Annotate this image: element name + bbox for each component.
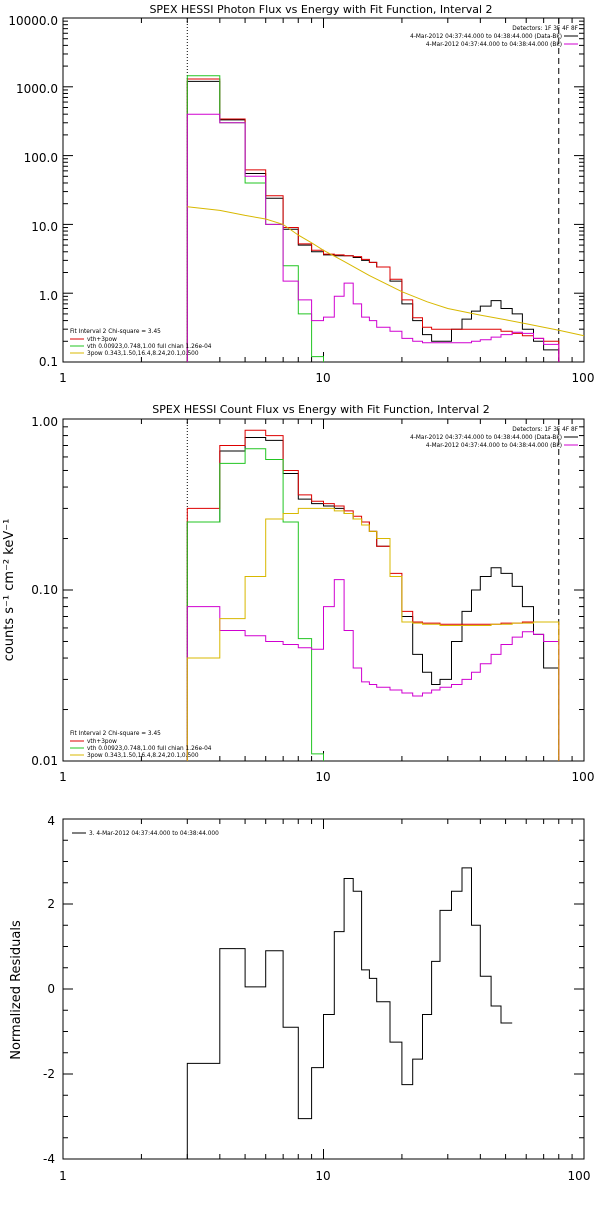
series-line-1 [186, 78, 560, 362]
y-tick-label: 1000.0 [16, 82, 58, 96]
x-tick-label: 100 [572, 770, 595, 784]
legend-text: 4-Mar-2012 04:37:44.000 to 04:38:44.000 … [410, 34, 562, 40]
residuals-panel: -4 -2 0 2 4 1 10 100 Normalized Residual… [9, 814, 590, 1183]
y-tick-label: -2 [43, 1067, 55, 1081]
legend-top-right: Detectors: 1F 3F 4F 8F 4-Mar-2012 04:37:… [410, 427, 578, 449]
legend-text: 3. 4-Mar-2012 04:37:44.000 to 04:38:44.0… [89, 831, 219, 837]
legend-text: vth+3pow [87, 337, 117, 343]
legend-bottom-left: Fit Interval 2 Chi-square = 3.45 vth+3po… [70, 329, 212, 357]
legend-text: vth 0.00923,0.748,1.00 full chian 1.26e-… [87, 746, 212, 752]
y-tick-label: 100.0 [24, 151, 58, 165]
y-tick-label: 1.00 [31, 415, 58, 429]
x-tick-label: 1 [59, 371, 67, 385]
y-tick-label: 1.0 [39, 289, 58, 303]
y-tick-label: 10.0 [31, 220, 58, 234]
x-tick-label: 100 [568, 1169, 591, 1183]
y-tick-label: 10000.0 [8, 14, 58, 28]
legend-text: Fit Interval 2 Chi-square = 3.45 [70, 329, 161, 335]
x-tick-label: 10 [315, 1169, 330, 1183]
x-tick-label: 1 [59, 770, 67, 784]
series-line-3 [186, 579, 560, 761]
series-line-4 [187, 206, 585, 337]
photon-flux-panel: SPEX HESSI Photon Flux vs Energy with Fi… [8, 3, 594, 385]
legend-text: Fit Interval 2 Chi-square = 3.45 [70, 731, 161, 737]
legend-text: Detectors: 1F 3F 4F 8F [512, 26, 578, 32]
y-tick-label: 2 [47, 897, 55, 911]
legend-text: 3pow 0.343,1.50,16.4,8.24,20.1,0.500 [87, 753, 199, 759]
legend-bottom-left: Fit Interval 2 Chi-square = 3.45 vth+3po… [70, 731, 212, 759]
x-tick-label: 10 [315, 371, 330, 385]
legend-top-right: Detectors: 1F 3F 4F 8F 4-Mar-2012 04:37:… [410, 26, 578, 48]
legend-text: 4-Mar-2012 04:37:44.000 to 04:38:44.000 … [410, 435, 562, 441]
count-flux-panel: SPEX HESSI Count Flux vs Energy with Fit… [2, 403, 594, 784]
legend-text: 4-Mar-2012 04:37:44.000 to 04:38:44.000 … [426, 443, 562, 449]
series-line-0 [186, 867, 513, 1159]
y-axis-label: Normalized Residuals [9, 920, 24, 1060]
y-tick-label: 0.01 [31, 754, 58, 768]
legend-top-left: 3. 4-Mar-2012 04:37:44.000 to 04:38:44.0… [72, 831, 219, 837]
series-line-4 [186, 507, 560, 761]
x-tick-label: 10 [315, 770, 330, 784]
y-tick-label: -4 [43, 1152, 55, 1166]
legend-text: 4-Mar-2012 04:37:44.000 to 04:38:44.000 … [426, 42, 562, 48]
y-axis-label: counts s⁻¹ cm⁻² keV⁻¹ [2, 519, 17, 662]
panel-title: SPEX HESSI Photon Flux vs Energy with Fi… [149, 3, 492, 16]
y-tick-label: 4 [47, 814, 55, 828]
legend-text: Detectors: 1F 3F 4F 8F [512, 427, 578, 433]
series-line-2 [186, 448, 324, 761]
y-tick-label: 0 [47, 982, 55, 996]
panel-title: SPEX HESSI Count Flux vs Energy with Fit… [152, 403, 489, 416]
legend-text: 3pow 0.343,1.50,16.4,8.24,20.1,0.500 [87, 351, 199, 357]
legend-text: vth 0.00923,0.748,1.00 full chian 1.26e-… [87, 344, 212, 350]
y-tick-label: 0.10 [31, 583, 58, 597]
x-tick-label: 100 [572, 371, 595, 385]
x-tick-label: 1 [59, 1169, 67, 1183]
legend-text: vth+3pow [87, 739, 117, 745]
y-tick-label: 0.1 [39, 355, 58, 369]
series-line-3 [186, 113, 560, 362]
